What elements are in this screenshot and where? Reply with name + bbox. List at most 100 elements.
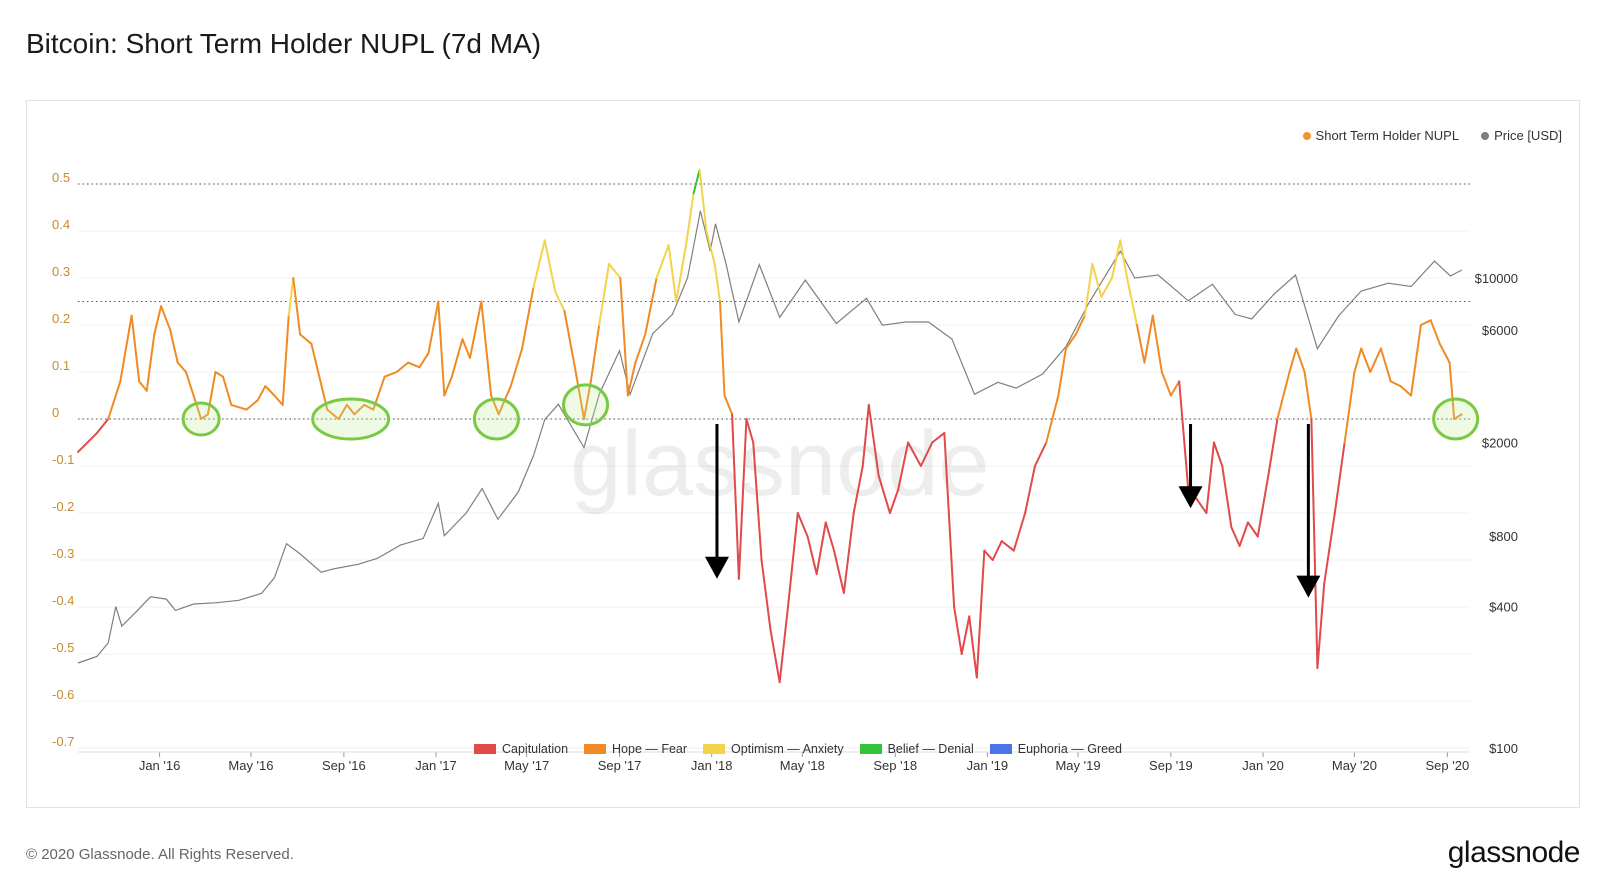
legend-item-optimism-anxiety[interactable]: Optimism — Anxiety: [703, 742, 844, 756]
nupl-segment: [919, 441, 934, 467]
y-right-tick-label: $400: [1489, 600, 1518, 615]
nupl-segment: [443, 375, 453, 397]
nupl-segment: [769, 629, 781, 684]
nupl-segment: [130, 314, 141, 383]
nupl-segment: [77, 432, 98, 453]
nupl-segment: [281, 314, 290, 406]
nupl-segment: [1143, 314, 1154, 364]
nupl-segment: [713, 262, 721, 303]
nupl-segment: [160, 305, 172, 331]
nupl-segment: [1429, 319, 1441, 345]
nupl-segment: [1438, 342, 1451, 364]
nupl-segment: [824, 521, 836, 552]
y-left-tick-label: -0.6: [52, 687, 74, 702]
nupl-segment: [1178, 380, 1190, 491]
legend-item-euphoria-greed[interactable]: Euphoria — Greed: [989, 742, 1122, 756]
nupl-segment: [185, 371, 195, 397]
nupl-segment: [943, 432, 956, 608]
nupl-segment: [480, 300, 493, 397]
nupl-segment: [1012, 512, 1027, 552]
nupl-segment: [667, 244, 678, 303]
nupl-segment: [1045, 394, 1060, 444]
nupl-segment: [509, 347, 524, 388]
y-left-tick-label: 0: [52, 405, 59, 420]
legend-item-nupl[interactable]: Short Term Holder NUPL: [1302, 128, 1459, 143]
legend-item-capitulation[interactable]: Capitulation: [474, 742, 568, 756]
nupl-segment: [326, 408, 340, 420]
nupl-segment: [299, 333, 313, 345]
nupl-segment: [214, 371, 225, 378]
nupl-segment: [222, 375, 233, 406]
nupl-segment: [245, 399, 259, 411]
nupl-segment: [1303, 371, 1313, 420]
nupl-segment: [655, 244, 670, 279]
nupl-segment: [353, 403, 366, 416]
x-tick-label: May '20: [1332, 758, 1377, 773]
highlight-circle: [562, 383, 610, 427]
nupl-segment: [345, 403, 356, 416]
nupl-segment: [1100, 277, 1113, 298]
arrow-head: [1178, 486, 1203, 509]
y-left-tick-label: 0.1: [52, 358, 70, 373]
nupl-segment: [1343, 371, 1356, 444]
nupl-segment: [1379, 347, 1392, 383]
nupl-segment: [1360, 347, 1372, 373]
nupl-segment: [461, 338, 471, 359]
nupl-segment: [1135, 324, 1146, 364]
nupl-segment: [1119, 239, 1129, 279]
nupl-segment: [1033, 441, 1048, 467]
nupl-segment: [1256, 474, 1270, 538]
nupl-segment: [1064, 333, 1077, 350]
nupl-segment: [1389, 380, 1402, 388]
legend-item-price[interactable]: Price [USD]: [1481, 128, 1562, 143]
nupl-segment: [1267, 418, 1279, 477]
nupl-segment: [273, 394, 284, 406]
nupl-segment: [619, 277, 629, 397]
nupl-segment: [450, 338, 464, 378]
nupl-segment: [574, 371, 586, 420]
nupl-segment: [1083, 262, 1094, 317]
legend-item-hope-fear[interactable]: Hope — Fear: [584, 742, 687, 756]
legend-swatch-euphoria-greed: [989, 744, 1012, 754]
nupl-segment: [786, 512, 799, 608]
nupl-segment: [960, 615, 971, 655]
y-left-tick-label: -0.1: [52, 452, 74, 467]
x-tick-label: Jan '16: [139, 758, 181, 773]
nupl-segment: [877, 474, 891, 514]
nupl-segment: [737, 418, 748, 580]
nupl-segment: [145, 333, 156, 392]
highlight-circle: [472, 397, 520, 441]
x-tick-label: May '19: [1055, 758, 1100, 773]
nupl-segment: [634, 333, 647, 364]
nupl-segment: [975, 549, 986, 679]
nupl-segment: [897, 441, 910, 491]
price-line: [77, 210, 1462, 664]
nupl-segment: [1169, 380, 1181, 397]
nupl-segment: [264, 385, 276, 397]
y-left-tick-label: -0.7: [52, 734, 74, 749]
nupl-segment: [778, 606, 789, 684]
nupl-segment: [888, 488, 900, 514]
arrow-head: [704, 556, 729, 579]
nupl-segment: [200, 413, 209, 420]
nupl-segment: [1276, 371, 1291, 420]
nupl-segment: [169, 328, 179, 364]
nupl-segment: [1126, 277, 1138, 326]
nupl-segment: [1205, 441, 1215, 514]
nupl-segment: [1074, 314, 1086, 336]
nupl-segment: [1246, 521, 1259, 538]
brand-logo[interactable]: glassnode: [1447, 836, 1581, 869]
nupl-segment: [644, 277, 658, 336]
y-left-tick-label: 0.2: [52, 311, 70, 326]
nupl-segment: [842, 512, 855, 594]
legend-item-belief-denial[interactable]: Belief — Denial: [859, 742, 974, 756]
nupl-segment: [1000, 540, 1015, 552]
nupl-segment: [427, 300, 440, 355]
nupl-segment: [685, 192, 695, 247]
nupl-segment: [1195, 497, 1208, 514]
nupl-segment: [983, 549, 994, 561]
y-left-tick-label: 0.5: [52, 170, 70, 185]
nupl-segment: [383, 371, 398, 378]
nupl-segment: [1310, 418, 1319, 670]
nupl-segment: [230, 403, 248, 411]
